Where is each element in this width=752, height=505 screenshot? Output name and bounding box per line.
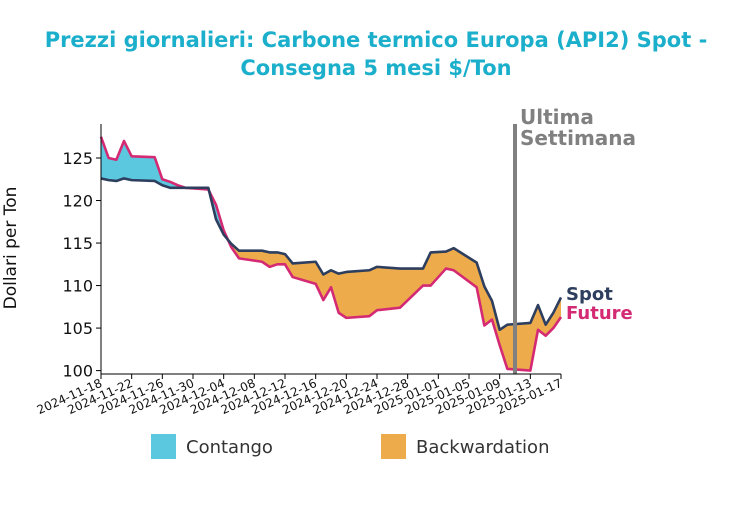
last-week-label-0: Ultima: [520, 105, 594, 129]
spot-series-label: Spot: [566, 284, 613, 305]
legend: Contango Backwardation: [151, 434, 549, 459]
y-tick-label: 100: [62, 362, 93, 381]
chart-title-line-1: Prezzi giornalieri: Carbone termico Euro…: [45, 28, 708, 52]
legend-swatch-backwardation: [381, 434, 406, 459]
fill-region-3: [227, 239, 561, 371]
y-axis-label: Dollari per Ton: [1, 187, 21, 310]
fill-region-0: [101, 136, 186, 188]
spot-line: [100, 177, 563, 332]
axes: 1001051101151201252024-11-182024-11-2220…: [35, 124, 564, 417]
chart-title-line-2: Consegna 5 mesi $/Ton: [240, 56, 511, 80]
future-series-label: Future: [566, 303, 633, 324]
y-tick-label: 120: [62, 192, 93, 211]
legend-swatch-contango: [151, 434, 176, 459]
y-tick-label: 125: [62, 149, 93, 168]
y-tick-label: 105: [62, 319, 93, 338]
future-line: [99, 136, 563, 372]
difference-fill-layer: [101, 136, 561, 371]
y-tick-label: 115: [62, 234, 93, 253]
legend-label-backwardation: Backwardation: [416, 437, 549, 458]
y-tick-label: 110: [62, 277, 93, 296]
legend-label-contango: Contango: [186, 437, 273, 458]
last-week-label-1: Settimana: [520, 126, 636, 150]
